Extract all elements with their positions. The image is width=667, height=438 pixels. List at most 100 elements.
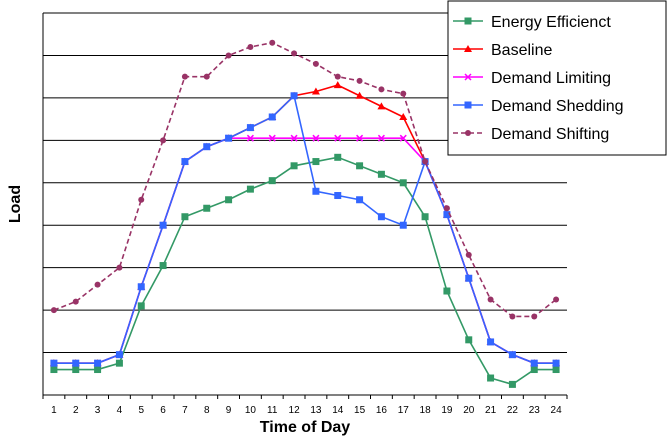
data-point [333,81,342,89]
axes [42,13,568,399]
data-point [377,213,385,221]
series-demand-shedding [50,92,560,367]
data-point [94,359,102,367]
x-tick-labels: 1 2 3 4 5 6 7 8 9 10 11 12 13 14 15 16 17 18 19 20 21 22 23 24 [51,405,562,416]
data-point [246,185,254,193]
legend-item: Baseline [453,42,552,59]
data-point [225,134,233,142]
legend-item: Demand Shedding [453,98,624,115]
data-point [72,366,80,374]
data-point [137,283,145,291]
series-line [53,94,557,364]
data-point [400,90,407,97]
x-tick-label: 21 [485,405,497,416]
data-point [290,134,298,142]
data-point [312,134,320,142]
x-tick-label: 22 [507,405,519,416]
legend-item: Energy Efficienct [453,14,611,31]
data-point [399,112,408,120]
data-point [552,366,560,374]
legend-label: Demand Limiting [491,70,611,87]
data-point [181,213,189,221]
data-point [72,359,80,367]
data-point [509,313,516,320]
data-point [269,39,276,46]
x-tick-label: 16 [376,405,388,416]
x-axis-title: Time of Day [260,419,351,436]
data-point [399,179,407,187]
data-point [116,264,123,271]
data-point [421,213,429,221]
data-point [553,296,560,303]
x-tick-label: 23 [529,405,541,416]
data-point [443,287,451,295]
legend-label: Energy Efficienct [491,14,611,31]
series-layer [49,39,561,388]
x-tick-label: 19 [441,405,453,416]
data-point [50,359,58,367]
y-axis-title: Load [7,185,24,223]
x-tick-label: 17 [398,405,410,416]
data-point [94,281,101,288]
data-point [334,153,342,161]
data-point [399,134,407,142]
data-point [508,380,516,388]
data-point [334,73,341,80]
series-energy-efficienct [50,153,560,388]
data-point [312,60,319,67]
data-point [334,134,342,142]
x-tick-label: 18 [420,405,432,416]
data-point [334,192,342,200]
data-point [72,298,79,305]
data-point [356,196,364,204]
data-point [246,134,254,142]
data-point [225,196,233,204]
data-point [312,158,320,166]
series-line [53,137,557,364]
data-point [487,296,494,303]
series-demand-shifting [50,39,560,320]
data-point [94,366,102,374]
x-tick-label: 8 [204,405,210,416]
x-tick-label: 20 [463,405,475,416]
data-point [530,359,538,367]
data-point [356,134,364,142]
data-point [290,162,298,170]
x-tick-label: 15 [354,405,366,416]
data-point [268,113,276,121]
data-point [378,86,385,93]
data-point [356,77,363,84]
data-point [530,366,538,374]
data-point [465,336,473,344]
data-point [291,50,298,57]
legend-swatch-marker [464,73,472,81]
x-tick-label: 5 [138,405,144,416]
legend-swatch-marker [464,17,472,25]
legend: Energy Efficienct Baseline Demand Limiting… [447,0,667,156]
data-point [181,158,189,166]
x-tick-label: 3 [95,405,101,416]
data-point [225,52,232,59]
x-tick-label: 2 [73,405,79,416]
data-point [487,338,495,346]
series-line [53,41,557,318]
data-point [50,307,57,314]
data-point [377,134,385,142]
data-point [377,102,386,110]
legend-item: Demand Limiting [453,70,611,87]
x-tick-label: 12 [289,405,301,416]
x-tick-label: 10 [245,405,257,416]
data-point [465,274,473,282]
data-point [160,137,167,144]
data-point [203,73,210,80]
data-point [203,204,211,212]
x-tick-label: 9 [226,405,232,416]
data-point [203,143,211,151]
legend-label: Demand Shifting [491,126,609,143]
x-tick-label: 24 [551,405,563,416]
data-point [115,351,123,359]
data-point [377,170,385,178]
data-point [115,359,123,367]
data-point [355,91,364,99]
